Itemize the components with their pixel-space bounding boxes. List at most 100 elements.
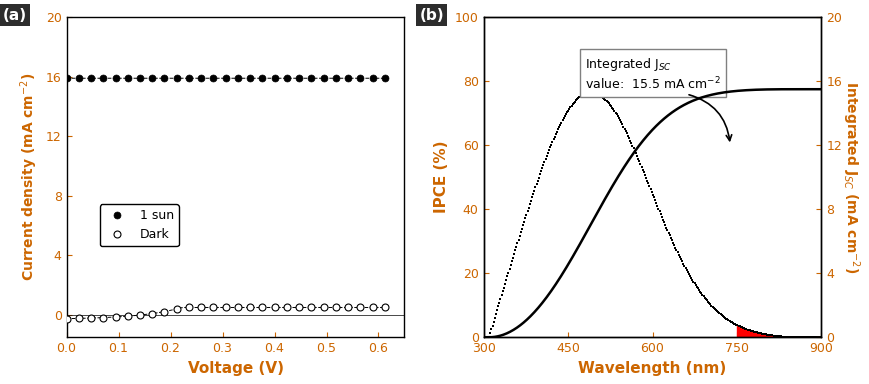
Point: [627, 147, 641, 154]
Dark: [171, 306, 182, 311]
Point: [794, 334, 808, 340]
Point: [796, 334, 810, 340]
Point: [661, 230, 675, 236]
Point: [504, 258, 518, 265]
Point: [542, 144, 556, 151]
Point: [625, 142, 639, 149]
Point: [749, 329, 763, 335]
Point: [672, 254, 686, 260]
Point: [481, 334, 494, 340]
Point: [781, 334, 795, 340]
Point: [539, 153, 553, 159]
Point: [483, 330, 497, 336]
Dark: [183, 305, 194, 310]
Point: [600, 99, 614, 105]
Point: [537, 159, 551, 165]
Point: [683, 275, 697, 281]
Point: [648, 200, 662, 206]
Point: [637, 172, 651, 178]
Point: [713, 311, 726, 317]
Point: [608, 109, 622, 116]
Point: [800, 334, 814, 340]
Point: [735, 325, 749, 331]
Point: [488, 311, 502, 317]
Point: [548, 131, 562, 137]
Point: [764, 332, 778, 338]
Point: [527, 187, 541, 194]
Point: [546, 136, 560, 142]
Point: [677, 263, 691, 269]
Point: [541, 147, 555, 153]
1 sun: [245, 76, 255, 81]
Dark: [196, 305, 206, 310]
Point: [626, 145, 640, 151]
Point: [746, 329, 760, 335]
Point: [669, 247, 683, 253]
Point: [636, 169, 650, 175]
Point: [480, 334, 494, 340]
1 sun: [171, 76, 182, 81]
Point: [603, 103, 617, 109]
Point: [507, 251, 521, 257]
Point: [492, 300, 506, 306]
Point: [491, 303, 505, 310]
Point: [614, 119, 627, 125]
Point: [812, 334, 826, 340]
Point: [641, 183, 655, 189]
Point: [597, 96, 611, 102]
Point: [550, 126, 564, 132]
Point: [531, 174, 545, 180]
Point: [583, 89, 597, 96]
Point: [523, 198, 537, 204]
Point: [804, 334, 818, 340]
Point: [647, 194, 660, 200]
Point: [663, 235, 677, 241]
Point: [762, 332, 776, 338]
Point: [741, 327, 755, 333]
Point: [660, 227, 673, 233]
Point: [589, 91, 603, 97]
Point: [617, 126, 631, 132]
Point: [572, 94, 586, 100]
Point: [514, 226, 528, 232]
Point: [555, 117, 569, 123]
Point: [802, 334, 816, 340]
Point: [654, 214, 668, 220]
Point: [499, 277, 513, 283]
Point: [564, 103, 578, 109]
Point: [611, 115, 625, 121]
1 sun: [183, 76, 194, 81]
Point: [769, 333, 783, 339]
Point: [744, 328, 758, 334]
Point: [743, 328, 757, 334]
Point: [783, 334, 797, 340]
Dark: [245, 305, 255, 310]
Point: [502, 266, 516, 272]
Point: [732, 323, 746, 329]
Dark: [342, 305, 353, 310]
Point: [510, 240, 524, 246]
Point: [647, 197, 661, 204]
Dark: [208, 305, 218, 310]
Point: [690, 285, 704, 291]
Point: [553, 122, 567, 128]
1 sun: [294, 76, 304, 81]
Point: [751, 330, 765, 336]
Dark: [147, 311, 157, 316]
Point: [680, 269, 694, 275]
Point: [653, 211, 667, 217]
Point: [549, 129, 563, 135]
Point: [808, 334, 822, 340]
Point: [742, 327, 756, 333]
Dark: [294, 305, 304, 310]
1 sun: [123, 76, 133, 81]
Point: [682, 273, 696, 279]
Point: [595, 94, 609, 101]
Point: [563, 104, 577, 111]
Point: [643, 186, 657, 192]
Dark: [135, 313, 145, 317]
Point: [788, 334, 802, 340]
Point: [601, 100, 615, 106]
Point: [652, 208, 666, 214]
Point: [779, 334, 793, 340]
